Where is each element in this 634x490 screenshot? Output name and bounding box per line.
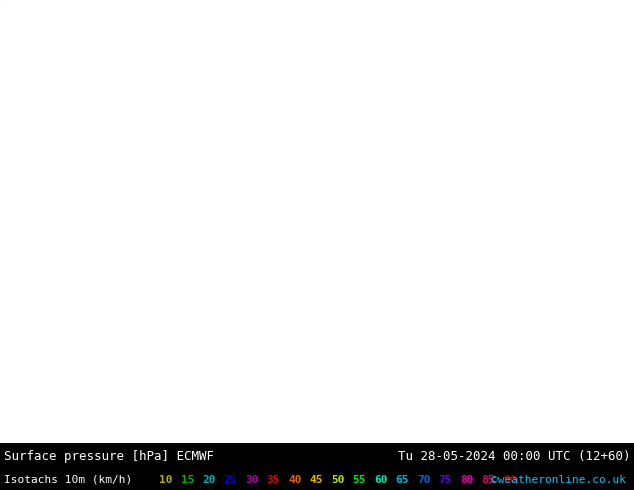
Text: 50: 50 [331,475,344,485]
Text: 90: 90 [503,475,517,485]
Text: Tu 28-05-2024 00:00 UTC (12+60): Tu 28-05-2024 00:00 UTC (12+60) [398,450,630,463]
Text: 10: 10 [159,475,172,485]
Text: 70: 70 [417,475,430,485]
Text: 75: 75 [439,475,452,485]
Text: 60: 60 [374,475,387,485]
Text: 55: 55 [353,475,366,485]
Text: 20: 20 [202,475,216,485]
Text: 15: 15 [181,475,194,485]
Text: 40: 40 [288,475,302,485]
Text: Surface pressure [hPa] ECMWF: Surface pressure [hPa] ECMWF [4,450,214,463]
Text: 85: 85 [481,475,495,485]
Text: 65: 65 [396,475,409,485]
Text: 80: 80 [460,475,474,485]
Text: 35: 35 [266,475,280,485]
Text: 25: 25 [224,475,237,485]
Text: 45: 45 [309,475,323,485]
Text: Isotachs 10m (km/h): Isotachs 10m (km/h) [4,475,133,485]
Text: 30: 30 [245,475,259,485]
Text: ©weatheronline.co.uk: ©weatheronline.co.uk [491,475,626,485]
